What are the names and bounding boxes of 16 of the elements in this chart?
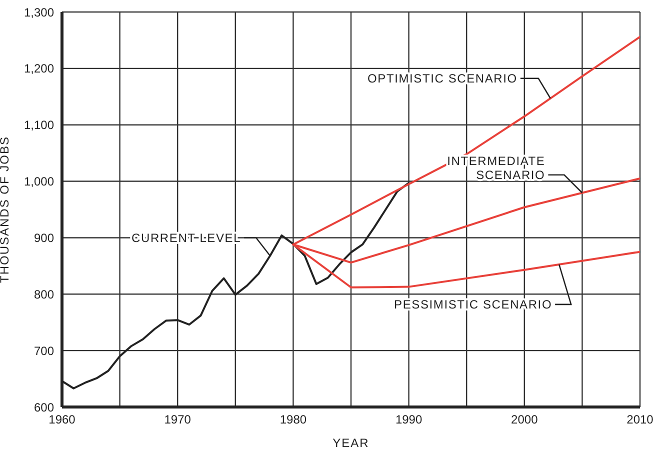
y-tick-label: 700: [34, 344, 54, 358]
x-tick-label: 1980: [280, 412, 307, 427]
x-tick-label: 1990: [395, 412, 422, 427]
y-tick-label: 1,100: [24, 118, 54, 132]
y-tick-label: 1,300: [24, 5, 54, 20]
y-axis-title: THOUSANDS OF JOBS: [0, 136, 12, 284]
x-tick-label: 1970: [164, 412, 192, 427]
x-tick-label: 1960: [48, 412, 76, 427]
x-tick-label: 2010: [626, 412, 654, 427]
x-tick-label: 2000: [511, 412, 538, 427]
x-axis-title: YEAR: [332, 436, 370, 450]
y-tick-label: 600: [34, 400, 54, 414]
y-tick-label: 900: [34, 230, 54, 245]
y-tick-label: 1,200: [24, 62, 54, 76]
y-tick-label: 800: [34, 287, 54, 302]
y-tick-label: 1,000: [24, 174, 54, 189]
